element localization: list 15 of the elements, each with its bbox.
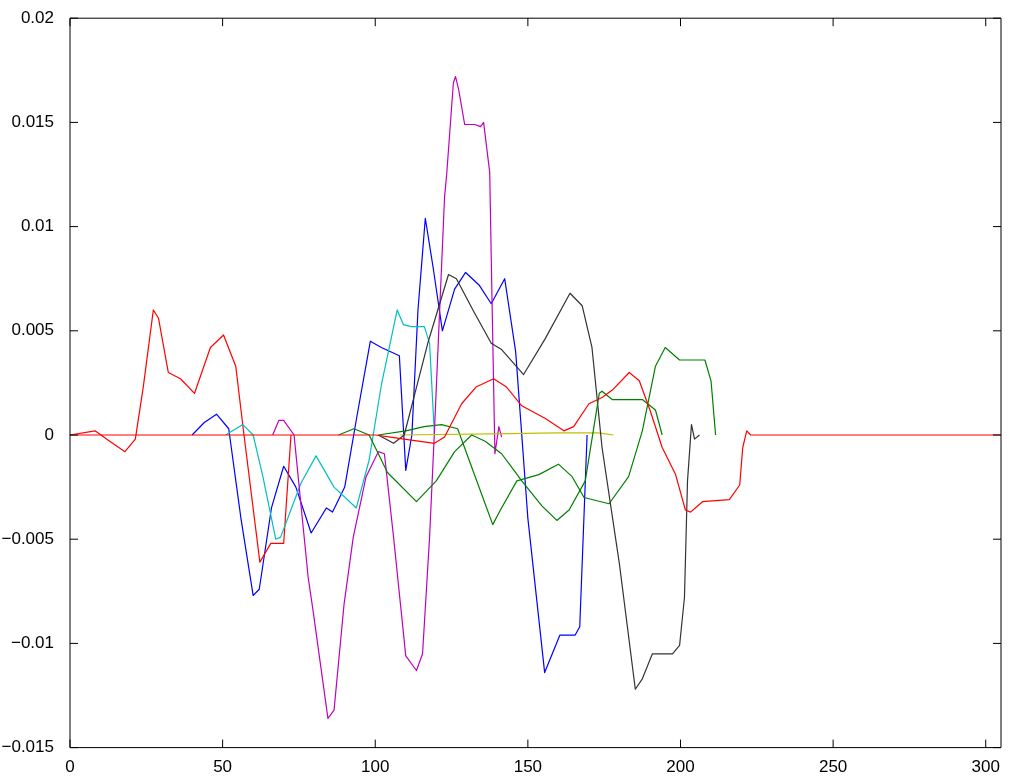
y-tick-label: 0.01 [20,216,54,236]
x-tick-label: 300 [971,757,1000,777]
x-tick-label: 150 [513,757,543,777]
y-tick-label: 0 [44,424,54,444]
y-tick-label: 0.005 [11,320,54,340]
y-tick-label: −0.005 [1,528,54,548]
y-tick-label: −0.01 [10,633,54,653]
y-tick-label: 0.015 [11,112,54,132]
y-tick-label: −0.015 [1,737,54,757]
x-tick-label: 50 [213,757,233,777]
y-tick-label: 0.02 [20,7,54,27]
x-tick-label: 0 [65,757,75,777]
x-tick-label: 250 [818,757,848,777]
x-tick-label: 200 [666,757,695,777]
x-tick-label: 100 [361,757,390,777]
